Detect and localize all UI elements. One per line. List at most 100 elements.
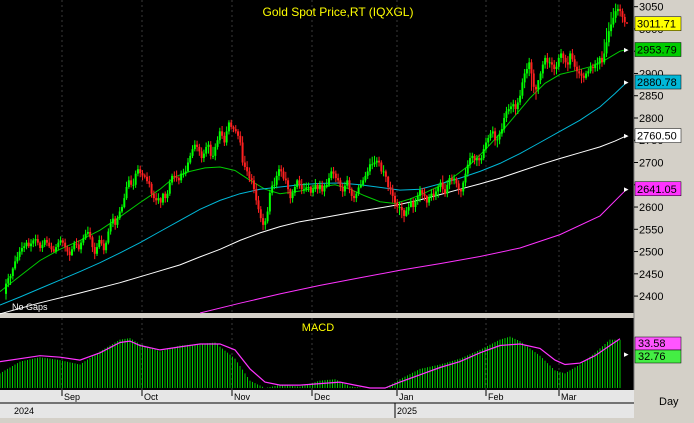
candle-body — [521, 82, 524, 96]
candle-body — [127, 180, 130, 187]
candle-body — [409, 201, 412, 208]
candle-body — [541, 64, 544, 74]
candle-body — [300, 184, 303, 190]
candle-body — [66, 247, 69, 252]
candle-body — [166, 193, 169, 199]
candle-body — [539, 73, 542, 81]
candle-body — [93, 247, 96, 254]
candle-body — [173, 175, 176, 177]
candle-body — [48, 242, 51, 247]
candlestick-series — [5, 3, 628, 300]
moving-average-line — [0, 135, 628, 315]
candle-body — [375, 160, 378, 163]
candle-body — [571, 53, 574, 60]
candle-body — [89, 231, 92, 238]
candle-body — [198, 146, 201, 152]
candle-body — [573, 59, 576, 67]
candle-body — [550, 62, 553, 65]
candle-body — [466, 164, 469, 174]
candle-body — [337, 178, 340, 181]
candle-body — [130, 180, 133, 185]
candle-body — [325, 184, 328, 187]
month-label: Nov — [234, 392, 251, 402]
last-value-arrow: ▸ — [624, 77, 629, 87]
candle-body — [168, 182, 171, 194]
last-value-arrow: ▸ — [624, 184, 629, 194]
time-axis[interactable] — [0, 390, 634, 418]
candle-body — [462, 182, 465, 192]
candle-body — [616, 8, 619, 12]
candle-body — [164, 193, 167, 199]
candle-body — [95, 247, 98, 254]
candle-body — [339, 180, 342, 187]
candle-body — [437, 186, 440, 192]
candle-body — [18, 251, 21, 257]
candle-body — [346, 180, 349, 186]
candle-body — [7, 278, 10, 284]
candle-body — [321, 184, 324, 192]
candle-body — [503, 117, 506, 130]
candle-body — [596, 63, 599, 65]
candle-body — [423, 193, 426, 196]
candle-body — [566, 62, 569, 65]
candle-body — [139, 169, 142, 174]
candle-body — [505, 111, 508, 118]
candle-body — [257, 200, 260, 210]
candle-body — [250, 178, 253, 181]
candle-body — [328, 178, 331, 185]
y-tick-label: 3050 — [639, 2, 663, 14]
candle-body — [59, 240, 62, 243]
candle-body — [11, 268, 14, 277]
candle-body — [314, 184, 317, 190]
candle-body — [348, 180, 351, 190]
candle-body — [612, 17, 615, 25]
macd-value-label-box — [634, 349, 682, 364]
candle-body — [393, 195, 396, 203]
candle-body — [480, 158, 483, 161]
candle-body — [193, 144, 196, 150]
candle-body — [132, 184, 135, 186]
candle-body — [248, 171, 251, 179]
candle-body — [312, 189, 315, 193]
candle-body — [16, 256, 19, 262]
candle-body — [273, 184, 276, 186]
candle-body — [389, 186, 392, 190]
candle-body — [398, 207, 401, 209]
candle-body — [227, 122, 230, 132]
candle-body — [155, 198, 158, 201]
candle-body — [237, 131, 240, 136]
candle-body — [412, 201, 415, 208]
macd-signal-label-text: 33.58 — [638, 338, 666, 350]
price-panel[interactable] — [0, 0, 634, 313]
candle-body — [175, 176, 178, 179]
candle-body — [473, 155, 476, 161]
candle-body — [36, 239, 39, 243]
candle-body — [25, 242, 28, 247]
candle-body — [205, 146, 208, 154]
candle-body — [232, 126, 235, 130]
candle-body — [136, 169, 139, 174]
candle-body — [84, 233, 87, 239]
candle-body — [425, 195, 428, 203]
candle-body — [589, 66, 592, 72]
candle-body — [239, 135, 242, 143]
candle-body — [207, 144, 210, 147]
candle-body — [484, 142, 487, 150]
candle-body — [610, 24, 613, 32]
candle-body — [382, 171, 385, 173]
candle-body — [482, 149, 485, 159]
candle-body — [225, 131, 228, 143]
candle-body — [189, 155, 192, 163]
candle-body — [334, 173, 337, 179]
candle-body — [152, 193, 155, 199]
candle-body — [196, 144, 199, 147]
macd-panel[interactable] — [0, 318, 634, 390]
candle-body — [14, 261, 17, 269]
candle-body — [255, 189, 258, 201]
candle-body — [578, 71, 581, 74]
candle-body — [293, 186, 296, 193]
candle-body — [623, 16, 626, 23]
candle-body — [357, 187, 360, 194]
candle-body — [52, 249, 55, 252]
candle-body — [469, 158, 472, 165]
